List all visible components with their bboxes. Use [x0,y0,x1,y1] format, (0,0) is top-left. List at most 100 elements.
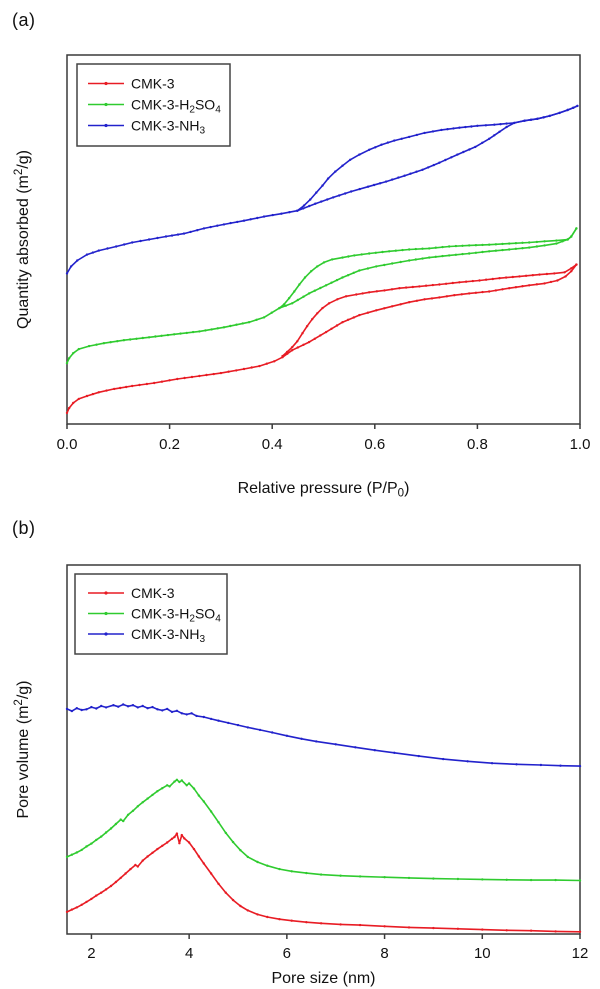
series-marker-CMK-3-H2SO4 [202,800,205,803]
series-marker-CMK-3 [242,367,246,371]
series-marker-CMK-3-H2SO4 [352,271,355,274]
series-marker-CMK-3-H2SO4 [291,302,294,305]
series-marker-CMK-3 [358,923,362,927]
series-marker-CMK-3-H2SO4 [456,877,460,881]
x-axis-label: Pore size (nm) [271,970,375,987]
series-marker-CMK-3-H2SO4 [100,835,103,838]
series-marker-CMK-3-NH3 [572,106,575,110]
series-marker-CMK-3-H2SO4 [566,238,569,241]
x-tick-label: 4 [185,945,193,962]
series-marker-CMK-3-NH3 [195,714,198,718]
plot-frame [66,564,581,935]
series-marker-CMK-3-H2SO4 [408,259,411,262]
series-marker-CMK-3 [431,283,434,287]
series-marker-CMK-3-H2SO4 [65,361,69,365]
series-marker-CMK-3-NH3 [341,164,344,167]
series-marker-CMK-3 [504,276,508,279]
chart-a-nitrogen-adsorption-isotherms: 0.0 0.2 0.4 0.6 0.8 1.0 Relative pressure (P/P… [13,54,590,500]
series-marker-CMK-3-NH3 [321,184,324,187]
series-marker-CMK-3 [529,929,533,932]
series-marker-CMK-3 [460,293,463,296]
series-marker-CMK-3-NH3 [302,204,306,207]
series-marker-CMK-3-H2SO4 [90,842,93,845]
series-marker-CMK-3-H2SO4 [407,876,411,880]
series-marker-CMK-3-H2SO4 [494,243,498,246]
series-marker-CMK-3 [104,888,108,891]
series-marker-CMK-3-H2SO4 [156,790,159,793]
series-marker-CMK-3 [205,373,208,377]
series-marker-CMK-3-NH3 [104,706,108,709]
series-marker-CMK-3 [224,891,227,894]
series-marker-CMK-3 [202,862,205,865]
series-marker-CMK-3 [183,837,186,840]
series-marker-CMK-3-NH3 [372,183,376,187]
series-marker-CMK-3-H2SO4 [136,805,139,808]
series-marker-CMK-3-H2SO4 [428,256,431,259]
series-marker-CMK-3-H2SO4 [85,845,88,848]
series-marker-CMK-3 [375,290,379,293]
series-marker-CMK-3-H2SO4 [197,794,201,797]
series-marker-CMK-3-H2SO4 [109,827,113,830]
series-marker-CMK-3 [355,293,358,296]
series-marker-CMK-3 [339,923,342,926]
series-marker-CMK-3 [75,906,79,909]
series-marker-CMK-3-H2SO4 [341,276,344,279]
series-marker-CMK-3 [451,281,454,285]
series-marker-CMK-3-H2SO4 [481,878,484,881]
series-marker-CMK-3-NH3 [95,707,98,710]
series-marker-CMK-3-NH3 [236,220,239,224]
series-marker-CMK-3-NH3 [309,198,312,201]
series-marker-CMK-3-NH3 [314,202,317,205]
series-marker-CMK-3-H2SO4 [192,787,196,790]
series-marker-CMK-3 [521,285,524,288]
series-marker-CMK-3-NH3 [548,114,551,118]
x-tick-label: 0.6 [364,436,385,453]
series-marker-CMK-3-H2SO4 [310,270,313,273]
x-tick-label: 6 [283,945,291,962]
series-marker-CMK-3-NH3 [499,123,502,126]
series-marker-CMK-3-NH3 [350,190,353,193]
series-marker-CMK-3 [411,285,414,289]
series-marker-CMK-3-H2SO4 [501,242,504,246]
series-marker-CMK-3-NH3 [415,170,418,173]
series-marker-CMK-3 [256,913,259,916]
series-marker-CMK-3 [458,281,461,284]
series-marker-CMK-3-NH3 [515,763,518,766]
series-marker-CMK-3 [327,302,331,305]
series-marker-CMK-3-NH3 [141,704,144,708]
series-marker-CMK-3-NH3 [438,161,441,164]
series-marker-CMK-3-NH3 [170,710,174,714]
series-marker-CMK-3-NH3 [131,241,134,244]
series-marker-CMK-3-H2SO4 [255,318,258,321]
series-marker-CMK-3-NH3 [391,178,394,181]
series-marker-CMK-3-H2SO4 [210,328,213,331]
series-marker-CMK-3 [531,274,534,277]
series-marker-CMK-3 [161,844,164,847]
series-marker-CMK-3 [239,904,242,908]
series-marker-CMK-3 [72,401,75,405]
series-marker-CMK-3 [265,362,268,365]
series-marker-CMK-3 [151,851,154,854]
series-marker-CMK-3 [212,372,215,376]
series-marker-CMK-3-NH3 [474,145,477,149]
series-marker-CMK-3-H2SO4 [175,778,179,781]
series-marker-CMK-3 [383,925,386,928]
series-marker-CMK-3-H2SO4 [324,284,328,287]
series-marker-CMK-3 [398,287,401,290]
series-marker-CMK-3-NH3 [80,708,83,712]
series-marker-CMK-3-H2SO4 [461,244,464,247]
series-marker-CMK-3 [129,867,132,871]
series-marker-CMK-3-NH3 [566,108,569,112]
series-marker-CMK-3-H2SO4 [161,787,164,790]
series-marker-CMK-3-H2SO4 [468,252,471,255]
series-marker-CMK-3-H2SO4 [448,245,451,248]
series-marker-CMK-3-NH3 [175,709,179,712]
series-marker-CMK-3-NH3 [229,221,232,225]
series-marker-CMK-3-H2SO4 [528,241,531,244]
series-marker-CMK-3 [330,327,333,330]
series-marker-CMK-3 [553,272,556,275]
series-marker-CMK-3-H2SO4 [388,250,391,253]
series-marker-CMK-3-H2SO4 [72,352,75,355]
series-marker-CMK-3-H2SO4 [173,780,176,783]
series-marker-CMK-3-H2SO4 [535,245,539,248]
